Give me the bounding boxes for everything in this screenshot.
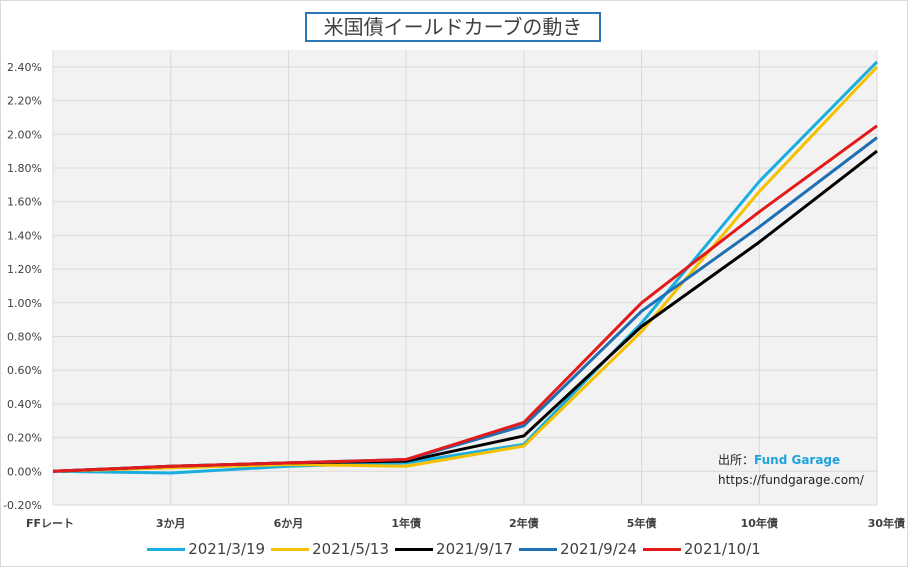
source-brand: Fund Garage xyxy=(754,453,841,467)
y-tick-label: 1.80% xyxy=(7,162,42,175)
y-tick-label: 2.20% xyxy=(7,95,42,108)
series-line xyxy=(52,60,879,475)
source-label: 出所： xyxy=(718,453,755,467)
legend-item: 2021/10/1 xyxy=(642,540,761,558)
y-tick-label: 1.60% xyxy=(7,196,42,209)
x-tick-label: 10年債 xyxy=(741,516,778,530)
source-note: 出所：Fund Garage xyxy=(718,451,840,468)
y-tick-label: 1.20% xyxy=(7,263,42,276)
y-tick-label: 0.20% xyxy=(7,432,42,445)
legend-label: 2021/9/24 xyxy=(559,540,637,558)
chart-legend: 2021/3/19 2021/5/13 2021/9/17 2021/9/24 2021… xyxy=(0,540,908,558)
legend-item: 2021/9/17 xyxy=(395,540,513,558)
legend-label: 2021/5/13 xyxy=(312,540,390,558)
legend-swatch xyxy=(147,547,186,551)
y-tick-label: 0.00% xyxy=(7,465,42,478)
x-tick-label: 1年債 xyxy=(391,516,421,530)
legend-item: 2021/9/24 xyxy=(518,540,637,558)
source-url: https://fundgarage.com/ xyxy=(718,473,864,487)
y-tick-label: 0.60% xyxy=(7,364,42,377)
legend-item: 2021/3/19 xyxy=(147,540,265,558)
series-line xyxy=(52,65,879,473)
legend-swatch xyxy=(642,547,681,551)
y-tick-label: -0.20% xyxy=(3,499,42,512)
y-tick-label: 1.40% xyxy=(7,229,42,242)
x-tick-label: 3か月 xyxy=(156,517,186,530)
x-tick-label: 2年債 xyxy=(509,516,539,530)
legend-swatch xyxy=(271,547,310,551)
y-tick-label: 0.40% xyxy=(7,398,42,411)
x-tick-label: FFレート xyxy=(26,517,74,530)
legend-swatch xyxy=(395,547,434,551)
legend-swatch xyxy=(518,547,557,551)
y-tick-label: 2.40% xyxy=(7,61,42,74)
legend-label: 2021/9/17 xyxy=(436,540,513,558)
legend-item: 2021/5/13 xyxy=(271,540,389,558)
y-tick-label: 1.00% xyxy=(7,297,42,310)
x-tick-label: 5年債 xyxy=(627,516,657,530)
legend-label: 2021/10/1 xyxy=(683,540,761,558)
series-line xyxy=(52,124,878,473)
y-tick-label: 0.80% xyxy=(7,330,42,343)
y-tick-label: 2.00% xyxy=(7,128,42,141)
chart-title: 米国債イールドカーブの動き xyxy=(305,12,601,42)
plot-area xyxy=(53,50,877,505)
x-tick-label: 6か月 xyxy=(274,517,304,530)
x-tick-label: 30年債 xyxy=(868,516,905,530)
legend-label: 2021/3/19 xyxy=(188,540,266,558)
